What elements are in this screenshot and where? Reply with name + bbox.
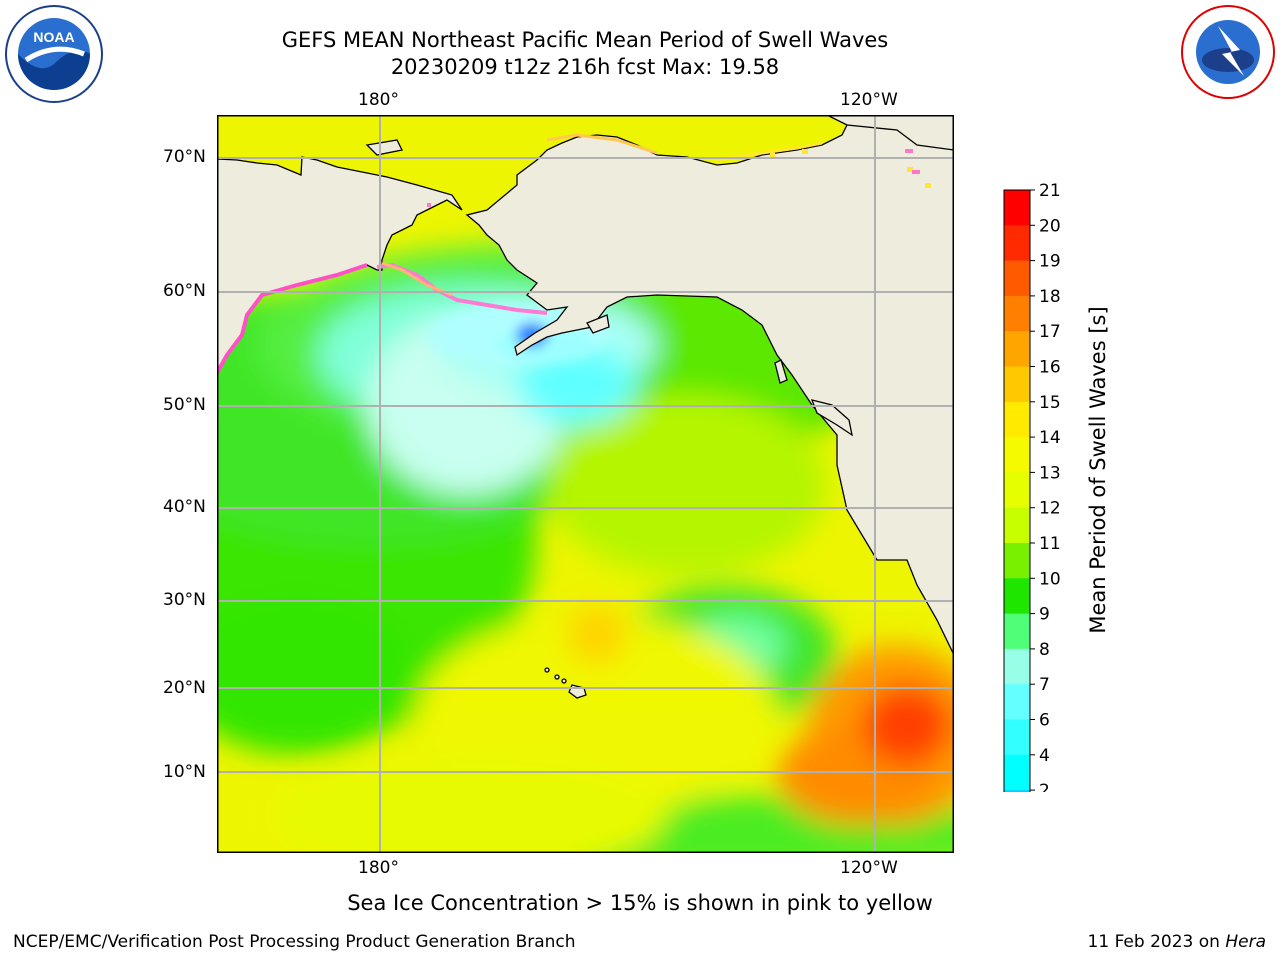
sea-ice-note: Sea Ice Concentration > 15% is shown in … [347, 891, 933, 915]
footer-date-text: 11 Feb 2023 on [1087, 932, 1226, 952]
bottom-lon-label-180: 180° [358, 858, 399, 878]
colorbar-tick-label: 19 [1039, 252, 1061, 272]
lat-label-40n: 40°N [163, 497, 206, 517]
colorbar-segment [1004, 437, 1030, 473]
noaa-logo: NOAA [4, 4, 104, 104]
colorbar-tick-label: 14 [1039, 428, 1061, 448]
colorbar-tick-label: 18 [1039, 287, 1061, 307]
colorbar-segment [1004, 472, 1030, 509]
lat-label-30n: 30°N [163, 590, 206, 610]
footer-date: 11 Feb 2023 on Hera [1088, 932, 1266, 952]
colorbar-tick-label: 12 [1039, 499, 1061, 519]
colorbar-tick-label: 17 [1039, 322, 1061, 342]
land [217, 115, 954, 699]
colorbar-segment [1004, 260, 1030, 297]
sea-ice-edge [217, 133, 823, 374]
colorbar-tick-label: 2 [1039, 781, 1050, 792]
colorbar-segment [1004, 754, 1030, 791]
colorbar-segment [1004, 684, 1030, 720]
colorbar-segment [1004, 295, 1030, 332]
colorbar-segment [1004, 331, 1030, 367]
colorbar-tick-label: 21 [1039, 182, 1061, 201]
map-frame [217, 115, 954, 853]
colorbar-tick-label: 13 [1039, 463, 1061, 483]
colorbar-tick-label: 9 [1039, 605, 1050, 625]
chart-subtitle: 20230209 t12z 216h fcst Max: 19.58 [390, 55, 780, 79]
colorbar-segment [1004, 190, 1030, 226]
lat-label-20n: 20°N [163, 678, 206, 698]
colorbar-tick-label: 4 [1039, 746, 1050, 766]
lat-label-70n: 70°N [163, 147, 206, 167]
gridlines [217, 115, 954, 853]
colorbar-tick-label: 7 [1039, 675, 1050, 695]
lat-label-50n: 50°N [163, 395, 206, 415]
colorbar-segment [1004, 613, 1030, 650]
colorbar-frame [1003, 189, 1031, 861]
colorbar-tick-label: 15 [1039, 393, 1061, 413]
nws-logo [1178, 4, 1278, 100]
colorbar-segment [1004, 648, 1030, 685]
colorbar-segment [1004, 401, 1030, 438]
lat-label-60n: 60°N [163, 281, 206, 301]
colorbar-tick-label: 11 [1039, 534, 1061, 554]
colorbar-segment [1004, 366, 1030, 403]
colorbar: 21 20 19 18 17 16 15 14 13 12 11 10 9 8 7 6 4 2 [996, 181, 1066, 890]
footer-host: Hera [1225, 932, 1266, 952]
colorbar-segment [1004, 507, 1030, 544]
colorbar-segment [1004, 225, 1030, 262]
top-lon-label-180: 180° [358, 90, 399, 110]
colorbar-segment [1004, 543, 1030, 579]
colorbar-tick-label: 10 [1039, 569, 1061, 589]
lat-label-10n: 10°N [163, 762, 206, 782]
colorbar-tick-label: 20 [1039, 216, 1061, 236]
bottom-lon-label-120w: 120°W [840, 858, 898, 878]
colorbar-tick-label: 6 [1039, 711, 1050, 731]
colorbar-tick-label: 8 [1039, 640, 1050, 660]
north-america [465, 115, 954, 656]
chart-title: GEFS MEAN Northeast Pacific Mean Period … [281, 28, 889, 52]
footer-credit: NCEP/EMC/Verification Post Processing Pr… [13, 932, 576, 952]
colorbar-segment [1004, 790, 1030, 826]
colorbar-segment [1004, 578, 1030, 615]
colorbar-tick-label: 16 [1039, 358, 1061, 378]
colorbar-label: Mean Period of Swell Waves [s] [1086, 306, 1110, 634]
colorbar-segment [1004, 719, 1030, 756]
top-lon-label-120w: 120°W [840, 90, 898, 110]
noaa-logo-text: NOAA [33, 29, 74, 45]
swell-period-map [217, 115, 954, 853]
